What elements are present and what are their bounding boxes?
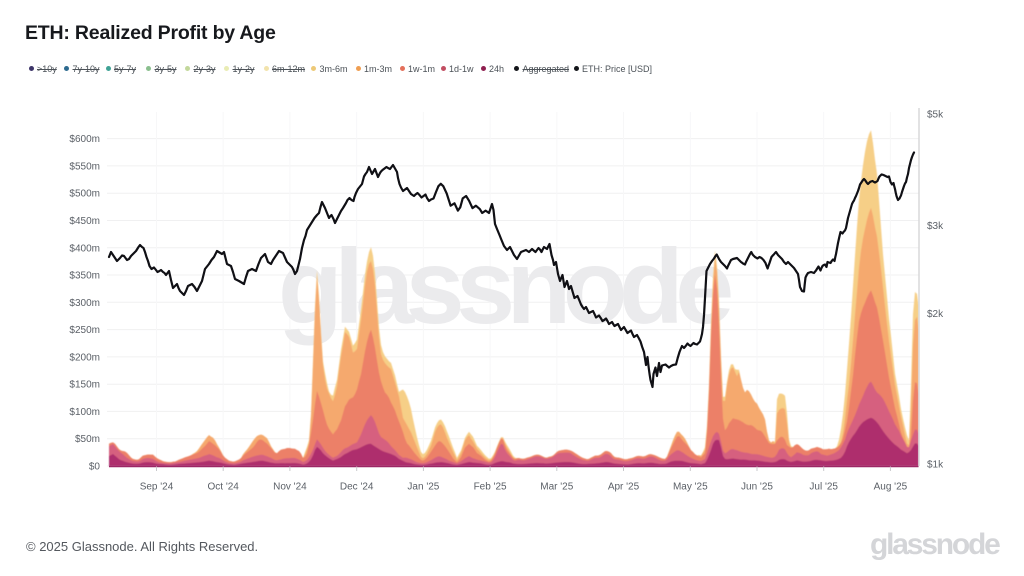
svg-text:Dec '24: Dec '24 <box>340 482 374 493</box>
svg-text:$500m: $500m <box>69 189 100 200</box>
svg-text:$3k: $3k <box>927 221 944 232</box>
svg-text:Jun '25: Jun '25 <box>741 482 773 493</box>
svg-text:$550m: $550m <box>69 161 100 172</box>
svg-text:$150m: $150m <box>69 380 100 391</box>
svg-text:May '25: May '25 <box>673 482 708 493</box>
svg-text:$300m: $300m <box>69 298 100 309</box>
svg-text:$600m: $600m <box>69 134 100 145</box>
svg-text:$0: $0 <box>89 462 101 473</box>
svg-text:$200m: $200m <box>69 352 100 363</box>
svg-text:$5k: $5k <box>927 110 944 121</box>
svg-text:Jul '25: Jul '25 <box>809 482 838 493</box>
svg-text:Feb '25: Feb '25 <box>474 482 507 493</box>
svg-text:$50m: $50m <box>75 434 100 445</box>
svg-text:$2k: $2k <box>927 309 944 320</box>
svg-text:$450m: $450m <box>69 216 100 227</box>
svg-text:Jan '25: Jan '25 <box>407 482 439 493</box>
svg-text:Apr '25: Apr '25 <box>608 482 640 493</box>
svg-text:$250m: $250m <box>69 325 100 336</box>
svg-text:$350m: $350m <box>69 271 100 282</box>
svg-text:Sep '24: Sep '24 <box>140 482 174 493</box>
svg-text:Nov '24: Nov '24 <box>273 482 307 493</box>
svg-text:Oct '24: Oct '24 <box>208 482 240 493</box>
svg-text:Aug '25: Aug '25 <box>874 482 908 493</box>
svg-text:$100m: $100m <box>69 407 100 418</box>
svg-text:$400m: $400m <box>69 243 100 254</box>
svg-text:Mar '25: Mar '25 <box>540 482 573 493</box>
svg-text:$1k: $1k <box>927 460 944 471</box>
